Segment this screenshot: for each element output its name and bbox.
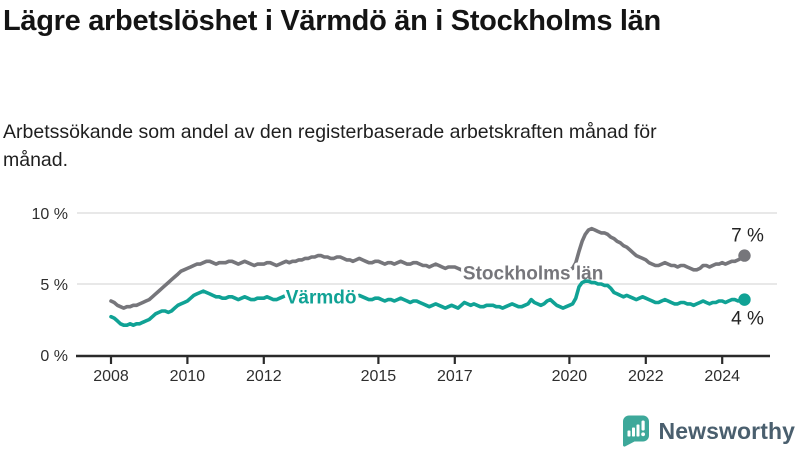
newsworthy-logo-icon [622, 415, 649, 447]
series-end-dot-v-rmd- [738, 293, 751, 306]
y-axis-tick-label: 5 % [40, 277, 68, 294]
newsworthy-logo: Newsworthy [620, 415, 795, 447]
x-axis-tick-label: 2012 [246, 368, 282, 385]
x-axis-tick-label: 2022 [628, 368, 664, 385]
series-end-dot-stockholms-l-n [738, 249, 751, 262]
x-axis-tick-label: 2008 [93, 368, 129, 385]
y-axis-tick-label: 0 % [40, 348, 68, 365]
x-axis-tick-label: 2017 [437, 368, 473, 385]
newsworthy-logo-text: Newsworthy [658, 417, 795, 444]
x-axis-tick-label: 2020 [552, 368, 588, 385]
chart-title: Lägre arbetslöshet i Värmdö än i Stockho… [3, 5, 661, 37]
series-end-value-stockholms-l-n: 7 % [731, 226, 764, 247]
y-axis-tick-label: 10 % [32, 206, 68, 223]
series-line-stockholms-l-n [109, 226, 747, 310]
series-line-v-rmd- [109, 279, 747, 327]
x-axis-tick-label: 2010 [170, 368, 206, 385]
x-axis-tick-label: 2024 [704, 368, 740, 385]
chart-subtitle: Arbetssökande som andel av den registerb… [3, 121, 657, 172]
series-end-value-v-rmd-: 4 % [731, 309, 764, 330]
x-axis-tick-label: 2015 [361, 368, 397, 385]
series-inline-label-v-rmd-: Värmdö [286, 288, 357, 309]
